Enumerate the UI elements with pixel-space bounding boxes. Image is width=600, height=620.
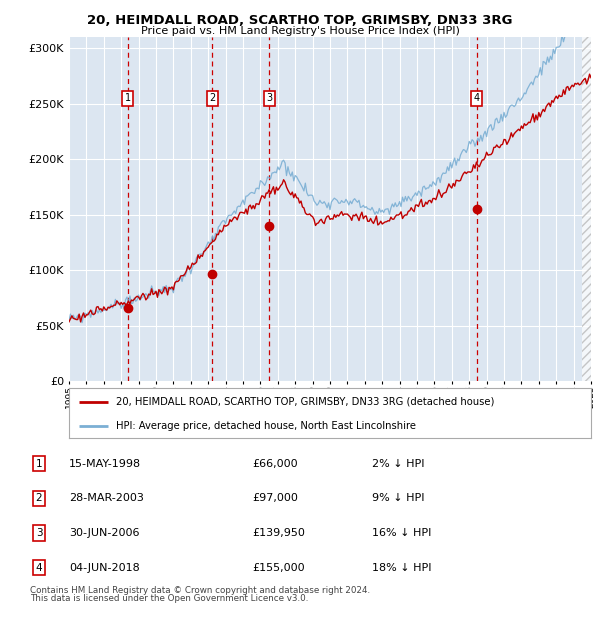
Text: 1: 1 <box>35 459 43 469</box>
Text: 18% ↓ HPI: 18% ↓ HPI <box>372 563 431 573</box>
Text: £97,000: £97,000 <box>252 494 298 503</box>
Bar <box>582 37 591 381</box>
Text: 2: 2 <box>209 93 215 104</box>
Text: 4: 4 <box>473 93 479 104</box>
Text: This data is licensed under the Open Government Licence v3.0.: This data is licensed under the Open Gov… <box>30 594 308 603</box>
Text: 20, HEIMDALL ROAD, SCARTHO TOP, GRIMSBY, DN33 3RG: 20, HEIMDALL ROAD, SCARTHO TOP, GRIMSBY,… <box>87 14 513 27</box>
Text: Contains HM Land Registry data © Crown copyright and database right 2024.: Contains HM Land Registry data © Crown c… <box>30 587 370 595</box>
Text: 15-MAY-1998: 15-MAY-1998 <box>69 459 141 469</box>
Text: £139,950: £139,950 <box>252 528 305 538</box>
Text: 2% ↓ HPI: 2% ↓ HPI <box>372 459 425 469</box>
Text: Price paid vs. HM Land Registry's House Price Index (HPI): Price paid vs. HM Land Registry's House … <box>140 26 460 36</box>
Text: 04-JUN-2018: 04-JUN-2018 <box>69 563 140 573</box>
Text: 4: 4 <box>35 563 43 573</box>
Text: 28-MAR-2003: 28-MAR-2003 <box>69 494 144 503</box>
Text: 3: 3 <box>35 528 43 538</box>
Text: 3: 3 <box>266 93 272 104</box>
Text: 20, HEIMDALL ROAD, SCARTHO TOP, GRIMSBY, DN33 3RG (detached house): 20, HEIMDALL ROAD, SCARTHO TOP, GRIMSBY,… <box>116 397 494 407</box>
Text: £66,000: £66,000 <box>252 459 298 469</box>
Text: 1: 1 <box>125 93 131 104</box>
Text: 2: 2 <box>35 494 43 503</box>
Text: 16% ↓ HPI: 16% ↓ HPI <box>372 528 431 538</box>
Text: HPI: Average price, detached house, North East Lincolnshire: HPI: Average price, detached house, Nort… <box>116 420 416 431</box>
Text: 9% ↓ HPI: 9% ↓ HPI <box>372 494 425 503</box>
Text: 30-JUN-2006: 30-JUN-2006 <box>69 528 139 538</box>
Text: £155,000: £155,000 <box>252 563 305 573</box>
